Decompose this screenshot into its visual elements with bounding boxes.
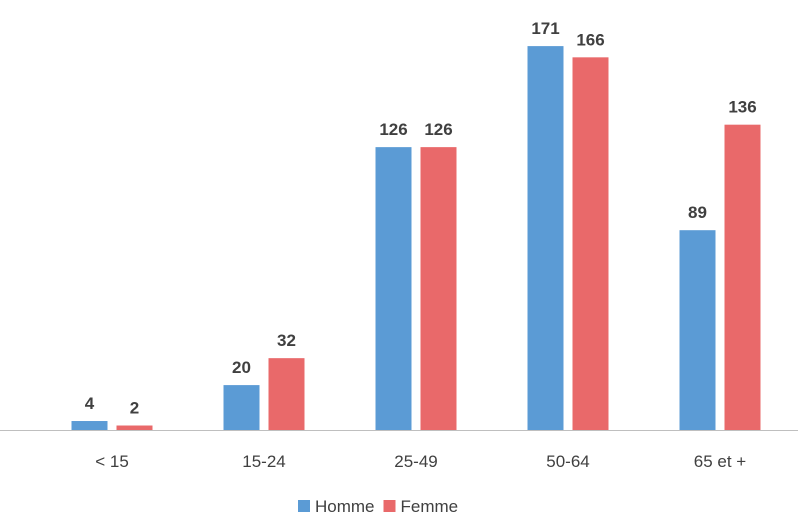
data-label-femme-1: 32: [277, 331, 296, 350]
x-tick-label-2: 25-49: [394, 452, 437, 471]
bar-homme-0: [71, 421, 108, 430]
x-axis-tick-labels: < 15 15-24 25-49 50-64 65 et +: [95, 452, 746, 471]
legend: Homme Femme: [298, 497, 458, 516]
bar-femme-2: [420, 147, 457, 430]
bar-femme-3: [572, 57, 609, 431]
data-label-femme-0: 2: [130, 399, 139, 418]
bar-femme-4: [724, 124, 761, 431]
bar-homme-2: [375, 147, 412, 430]
legend-label-femme: Femme: [401, 497, 459, 516]
data-labels-layer: 4 2 20 32 126 126 171 166 89 136: [85, 19, 757, 417]
bars-layer: [71, 46, 761, 431]
bar-femme-1: [268, 358, 305, 430]
bar-homme-1: [223, 385, 260, 430]
data-label-homme-0: 4: [85, 394, 95, 413]
x-tick-label-0: < 15: [95, 452, 129, 471]
x-tick-label-1: 15-24: [242, 452, 285, 471]
data-label-femme-3: 166: [576, 30, 604, 49]
bar-homme-3: [527, 46, 564, 430]
data-label-femme-2: 126: [424, 120, 452, 139]
x-tick-label-3: 50-64: [546, 452, 589, 471]
bar-homme-4: [679, 230, 716, 430]
data-label-homme-2: 126: [379, 120, 407, 139]
x-tick-label-4: 65 et +: [694, 452, 747, 471]
legend-swatch-homme: [298, 500, 310, 512]
legend-label-homme: Homme: [315, 497, 375, 516]
data-label-femme-4: 136: [728, 98, 756, 117]
data-label-homme-4: 89: [688, 203, 707, 222]
data-label-homme-3: 171: [531, 19, 559, 38]
data-label-homme-1: 20: [232, 358, 251, 377]
legend-swatch-femme: [383, 500, 396, 512]
bar-femme-0: [116, 425, 153, 430]
